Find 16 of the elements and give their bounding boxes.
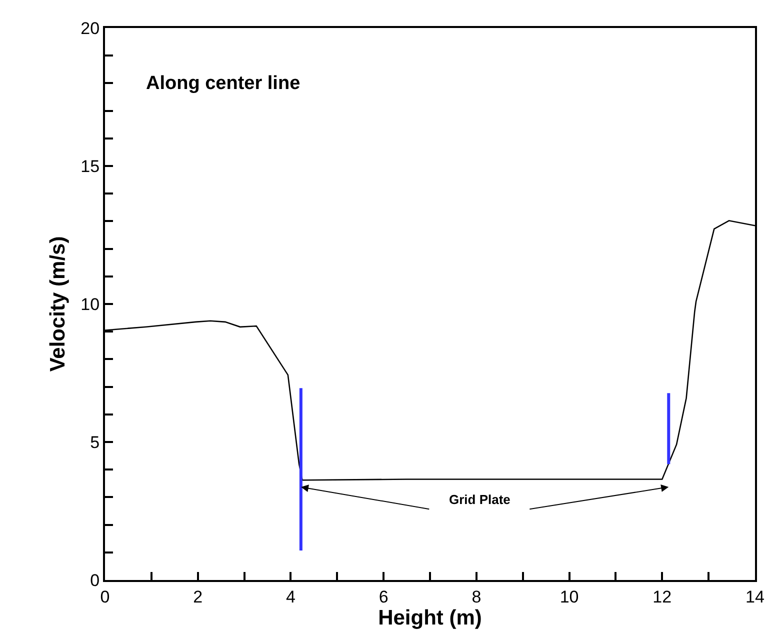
y-tick-label: 10 [80,294,100,314]
x-tick-label: 6 [378,587,388,606]
x-tick-label: 8 [472,587,482,606]
y-axis-title: Velocity (m/s) [46,236,70,372]
x-tick-label: 2 [193,587,203,606]
y-tick-label: 20 [80,18,100,38]
y-tick-label: 0 [90,570,100,590]
x-tick-label: 12 [652,587,672,606]
x-tick-label: 4 [286,587,296,606]
x-axis-title: Height (m) [378,606,482,630]
y-tick-label: 5 [90,432,100,452]
x-tick-label: 10 [560,587,579,606]
x-tick-label: 14 [746,587,764,606]
annotation: Grid Plate [449,492,510,507]
annotation: Along center line [146,73,300,94]
y-tick-label: 15 [80,156,100,176]
